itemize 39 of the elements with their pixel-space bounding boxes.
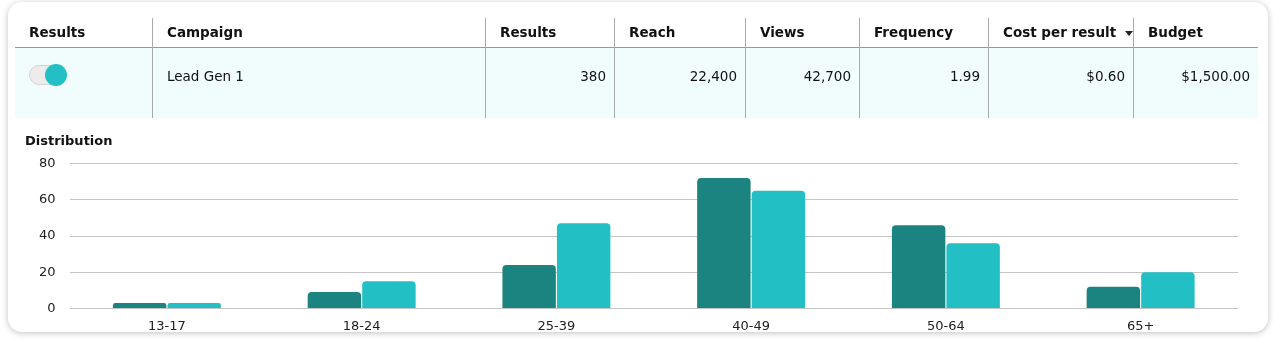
bar [1141,272,1195,308]
bar [751,190,806,308]
category-label: Cost per result [1003,23,1118,42]
chart-title: Distribution [25,133,113,149]
x-tick-label: 18-24 [342,317,381,333]
category-label: Campaign [167,23,243,42]
bar [556,223,611,308]
y-tick-label: 20 [39,263,56,279]
y-tick-label: 40 [39,227,56,243]
category-label: Frequency [874,23,954,42]
bar [946,243,1000,308]
bar [112,302,167,308]
x-tick-label: 50-64 [926,317,965,333]
bar [167,302,221,308]
text: 1.99 [949,68,980,84]
y-tick-label: 80 [39,154,56,170]
text: 380 [580,68,606,84]
bar [502,264,556,308]
y-tick-label: 60 [39,191,56,207]
category-label: Reach [629,23,676,42]
text: 42,700 [803,68,851,84]
x-tick-label: 13-17 [148,317,186,333]
x-tick-label: 65+ [1126,317,1155,333]
bar [362,281,416,308]
text: Lead Gen 1 [167,68,244,84]
category-label: Budget [1148,23,1203,42]
bar [307,292,362,308]
category-label: Views [760,23,805,42]
y-tick-label: 0 [47,299,56,315]
text: $0.60 [1086,68,1125,84]
category-label: Results [29,23,86,42]
text: $1,500.00 [1181,68,1250,84]
text: 22,400 [689,68,737,84]
bar [697,178,751,308]
category-label: Results [500,23,557,42]
x-tick-label: 40-49 [732,317,771,333]
bar [891,225,946,308]
bar [1086,286,1141,308]
x-tick-label: 25-39 [537,317,576,333]
